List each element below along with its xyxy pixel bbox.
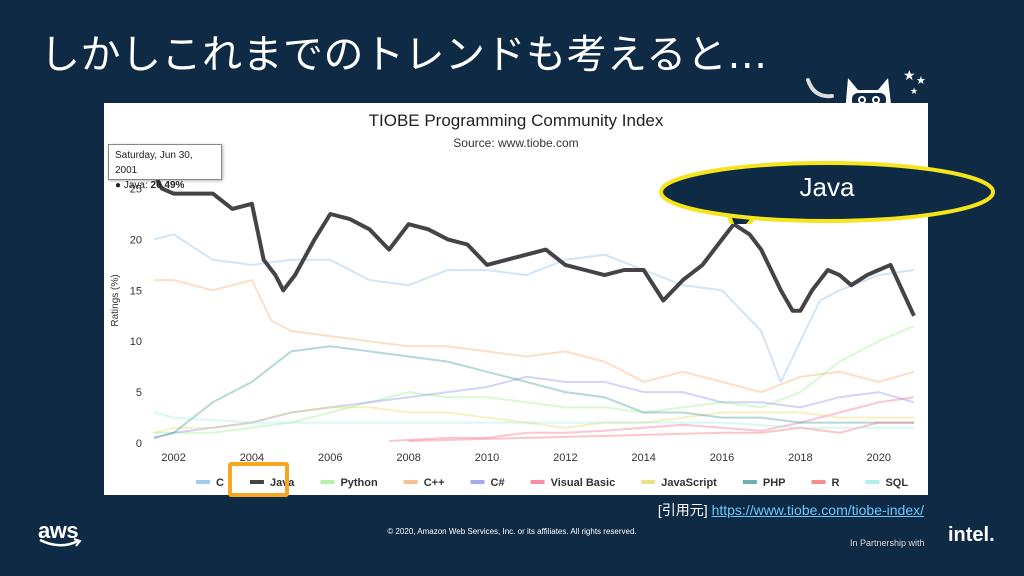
java-callout-bubble bbox=[659, 161, 995, 224]
copyright-text: © 2020, Amazon Web Services, Inc. or its… bbox=[387, 527, 637, 536]
x-tick-label: 2008 bbox=[396, 452, 420, 464]
tooltip-row: ● Java: 26.49% bbox=[115, 180, 185, 191]
legend-item-javascript[interactable]: JavaScript bbox=[661, 477, 717, 489]
chart-title: TIOBE Programming Community Index bbox=[368, 111, 664, 130]
series-line-javascript bbox=[153, 406, 914, 434]
partner-text: In Partnership with bbox=[850, 538, 925, 548]
series-line-r bbox=[408, 421, 914, 442]
source-citation: [引用元] https://www.tiobe.com/tiobe-index/ bbox=[658, 500, 924, 520]
y-tick-label: 20 bbox=[130, 234, 142, 246]
legend-item-visual-basic[interactable]: Visual Basic bbox=[551, 477, 616, 489]
intel-logo: intel. bbox=[948, 524, 995, 546]
chart-tooltip: Saturday, Jun 30, 2001 ● Java: 26.49% bbox=[108, 144, 222, 191]
legend-item-c-[interactable]: C# bbox=[491, 477, 505, 489]
series-line-c- bbox=[153, 375, 915, 439]
x-tick-label: 2012 bbox=[553, 452, 577, 464]
source-prefix: [引用元] bbox=[657, 502, 708, 518]
legend-item-c[interactable]: C bbox=[216, 477, 224, 489]
y-tick-label: 0 bbox=[136, 438, 142, 450]
svg-text:★: ★ bbox=[903, 68, 916, 84]
series-line-python bbox=[154, 324, 915, 434]
x-tick-label: 2020 bbox=[867, 452, 891, 464]
series-line-php bbox=[153, 345, 914, 439]
series-line-c- bbox=[154, 279, 915, 394]
y-tick-label: 5 bbox=[136, 387, 142, 399]
x-tick-label: 2016 bbox=[710, 452, 734, 464]
line-chart: 0 5 10 15 20 25 2002 2004 2006 2008 2010 2012 2014 20… bbox=[110, 166, 916, 489]
legend-item-c-[interactable]: C++ bbox=[424, 477, 445, 489]
tooltip-date: Saturday, Jun 30, 2001 bbox=[115, 150, 193, 176]
x-tick-label: 2006 bbox=[318, 452, 342, 464]
y-tick-label: 10 bbox=[130, 336, 142, 348]
svg-text:★: ★ bbox=[910, 87, 918, 97]
svg-text:★: ★ bbox=[916, 74, 926, 87]
tooltip-series: Java bbox=[123, 180, 145, 191]
x-tick-label: 2004 bbox=[240, 452, 264, 464]
tooltip-value: 26.49% bbox=[150, 180, 185, 191]
series-line-visual-basic bbox=[389, 396, 915, 442]
aws-logo: aws bbox=[38, 518, 79, 543]
legend-item-r[interactable]: R bbox=[831, 477, 839, 489]
x-tick-label: 2018 bbox=[788, 452, 812, 464]
java-legend-highlight bbox=[228, 462, 289, 497]
series-line-sql bbox=[153, 411, 914, 429]
callout-label: Java bbox=[799, 172, 855, 202]
source-link[interactable]: https://www.tiobe.com/tiobe-index/ bbox=[711, 502, 924, 518]
y-tick-label: 15 bbox=[130, 285, 142, 297]
x-tick-label: 2010 bbox=[475, 452, 499, 464]
y-axis-label: Ratings (%) bbox=[110, 274, 121, 326]
x-tick-label: 2014 bbox=[631, 452, 655, 464]
legend-item-python[interactable]: Python bbox=[340, 477, 378, 489]
slide-title: しかしこれまでのトレンドも考えると… bbox=[40, 32, 768, 78]
legend-item-sql[interactable]: SQL bbox=[885, 477, 908, 489]
series-line-c bbox=[153, 233, 915, 383]
legend-item-php[interactable]: PHP bbox=[763, 477, 786, 489]
y-tick-label: 25 bbox=[130, 184, 142, 196]
series-line-java bbox=[152, 172, 916, 317]
chart-subtitle: Source: www.tiobe.com bbox=[453, 136, 579, 150]
x-tick-label: 2002 bbox=[161, 452, 185, 464]
aws-smile-icon bbox=[39, 538, 82, 547]
